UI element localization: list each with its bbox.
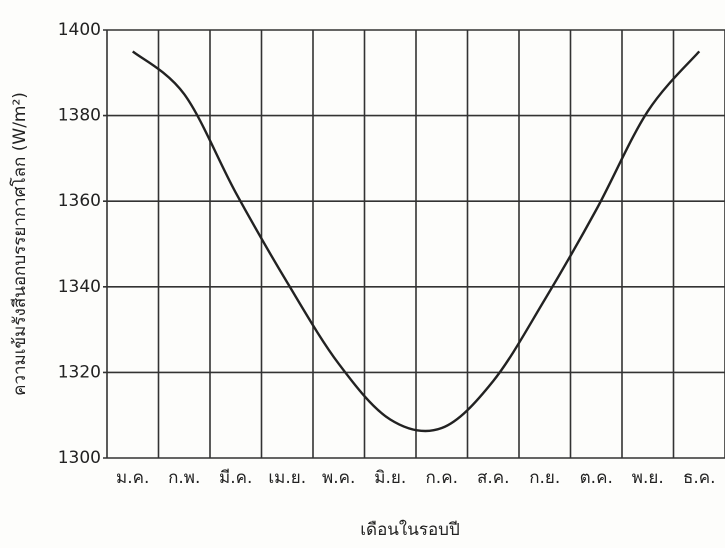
x-tick-label: มี.ค. — [219, 468, 252, 488]
x-tick-label: มิ.ย. — [374, 468, 406, 488]
y-tick-label: 1400 — [58, 20, 101, 40]
x-tick-label: ก.ย. — [529, 468, 560, 488]
x-tick-label: ก.พ. — [168, 468, 200, 488]
x-tick-label: ธ.ค. — [683, 468, 716, 488]
x-tick-label: เม.ย. — [268, 468, 306, 488]
background — [0, 0, 725, 548]
y-tick-label: 1300 — [58, 448, 101, 468]
x-tick-label: ก.ค. — [426, 468, 458, 488]
page: เดือนในรอบปี ความเข้มรังสีนอกบรรยากาศโลก… — [0, 0, 725, 548]
x-tick-label: พ.ค. — [322, 468, 355, 488]
x-tick-label: ต.ค. — [580, 468, 613, 488]
y-tick-label: 1360 — [58, 191, 101, 211]
y-tick-label: 1320 — [58, 362, 101, 382]
y-axis-label: ความเข้มรังสีนอกบรรยากาศโลก (W/m²) — [9, 92, 30, 396]
y-tick-label: 1340 — [58, 277, 101, 297]
chart: เดือนในรอบปี ความเข้มรังสีนอกบรรยากาศโลก… — [0, 0, 725, 548]
x-tick-label: ส.ค. — [477, 468, 510, 488]
x-tick-label: ม.ค. — [116, 468, 149, 488]
y-tick-label: 1380 — [58, 106, 101, 126]
x-axis-label: เดือนในรอบปี — [360, 519, 460, 540]
x-tick-label: พ.ย. — [632, 468, 664, 488]
